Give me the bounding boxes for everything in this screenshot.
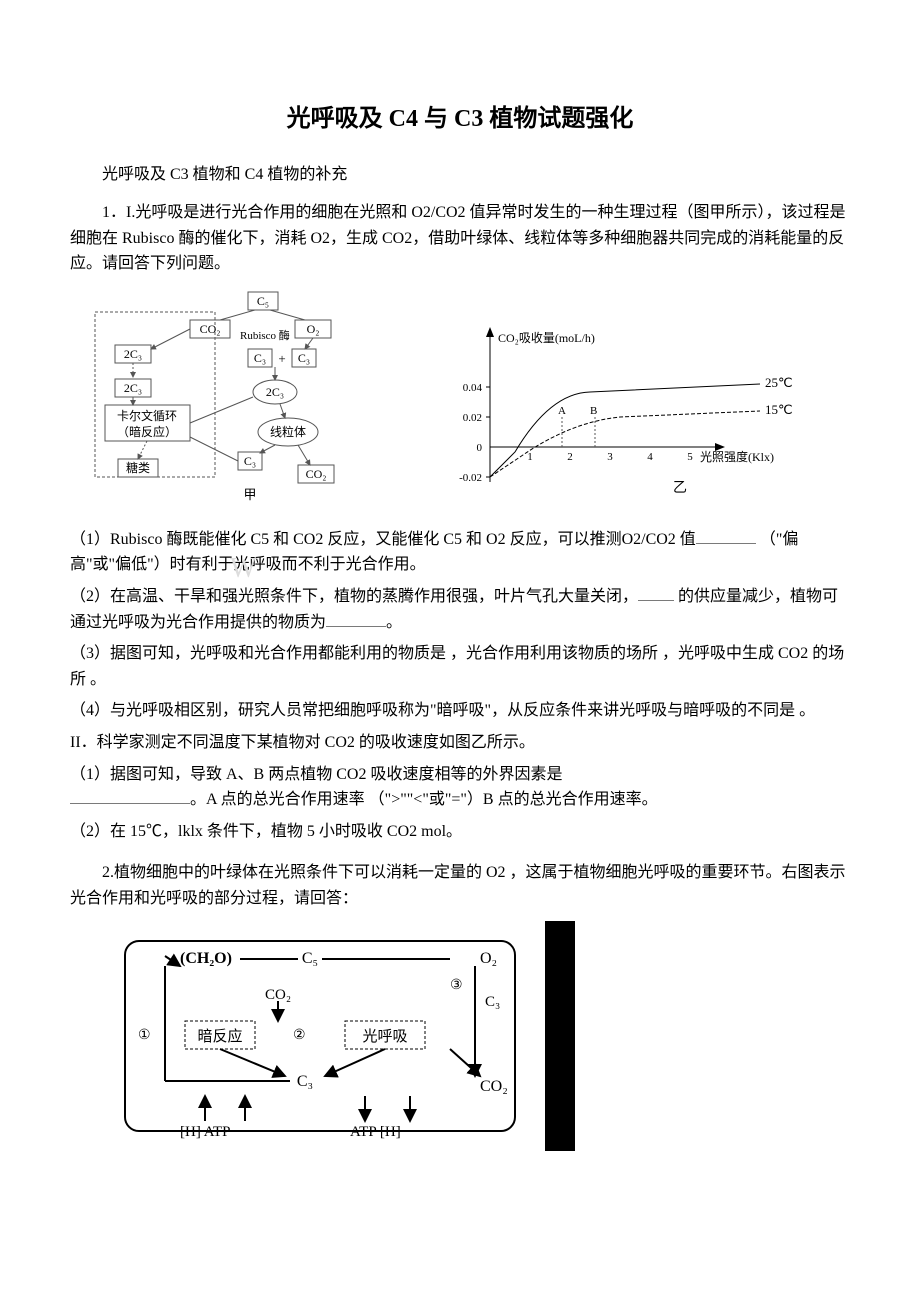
svg-text:-0.02: -0.02 [459, 472, 482, 484]
q1-II-1b: 。A 点的总光合作用速率 （">""<"或"="）B 点的总光合作用速率。 [190, 791, 658, 808]
jia-caption: 甲 [243, 487, 256, 502]
blank-2 [638, 585, 674, 601]
jia-co2: CO₂ [200, 322, 221, 336]
jia-c3-bot: C₃ [244, 454, 256, 468]
q2-num2: ② [293, 1028, 306, 1043]
yi-xlabel: 光照强度(Klx) [700, 449, 774, 464]
jia-calvin2: （暗反应） [117, 424, 177, 439]
jia-rubisco: Rubisco 酶 [240, 329, 290, 342]
q2-co2-top: CO₂ [265, 987, 291, 1003]
q2-c5: C₅ [302, 950, 318, 967]
q1-4: （4）与光呼吸相区别，研究人员常把细胞呼吸称为"暗呼吸"，从反应条件来讲光呼吸与… [70, 698, 850, 724]
q2-num1: ① [138, 1028, 151, 1043]
q2-dark: 暗反应 [197, 1027, 242, 1045]
q1-paragraph: 1．I.光呼吸是进行光合作用的细胞在光照和 O2/CO2 值异常时发生的一种生理… [70, 200, 850, 277]
svg-text:+: + [278, 351, 285, 366]
svg-text:1: 1 [527, 451, 533, 463]
figure-jia: C₅ CO₂ O₂ Rubisco 酶 2C₃ C₃ + C₃ [90, 287, 400, 507]
svg-text:2: 2 [567, 451, 573, 463]
yi-t25: 25℃ [765, 375, 793, 390]
q1-3: （3）据图可知，光呼吸和光合作用都能利用的物质是 ，光合作用利用该物质的场所 ，… [70, 641, 850, 692]
yi-point-b: B [590, 405, 597, 417]
yi-xticks: 1 2 3 4 5 [527, 451, 693, 463]
figure-q2: (CH₂O) C₅ O₂ ③ CO₂ C₃ 暗反应 光呼吸 ① [110, 921, 530, 1151]
svg-text:0: 0 [477, 442, 483, 454]
blank-1 [696, 528, 756, 544]
q2-ch2o: (CH₂O) [180, 950, 232, 967]
q2-num3: ③ [450, 978, 463, 993]
jia-2c3-oval: 2C₃ [266, 385, 284, 399]
q1-1-a: （1）Rubisco 酶既能催化 C5 和 CO2 反应，又能催化 C5 和 O… [70, 531, 696, 548]
q2-paragraph: 2.植物细胞中的叶绿体在光照条件下可以消耗一定量的 O2 ，这属于植物细胞光呼吸… [70, 860, 850, 911]
q2-hatp-l: [H] ATP [180, 1124, 230, 1140]
yi-yticks: -0.02 0 0.02 0.04 [459, 382, 490, 484]
jia-calvin1: 卡尔文循环 [117, 408, 177, 423]
svg-text:4: 4 [647, 451, 653, 463]
svg-text:0.04: 0.04 [463, 382, 483, 394]
q2-light: 光呼吸 [362, 1028, 407, 1045]
svg-text:0.02: 0.02 [463, 412, 482, 424]
figure-row-1: C₅ CO₂ O₂ Rubisco 酶 2C₃ C₃ + C₃ [90, 287, 850, 507]
svg-text:3: 3 [607, 451, 613, 463]
q2-hatp-r: ATP [H] [350, 1124, 401, 1140]
blank-3 [326, 611, 386, 627]
yi-caption: 乙 [673, 480, 687, 496]
q2-c3-bot: C₃ [297, 1073, 313, 1090]
q1-II-2: （2）在 15℃，lklx 条件下，植物 5 小时吸收 CO2 mol。 [70, 819, 850, 845]
q1-2-a: （2）在高温、干旱和强光照条件下，植物的蒸腾作用很强，叶片气孔大量关闭， [70, 588, 638, 605]
figure-q2-row: (CH₂O) C₅ O₂ ③ CO₂ C₃ 暗反应 光呼吸 ① [110, 921, 850, 1151]
q2-c3-r-top: C₃ [485, 994, 500, 1010]
q2-o2: O₂ [480, 950, 497, 967]
q1-II-1a: （1）据图可知，导致 A、B 两点植物 CO2 吸收速度相等的外界因素是 [70, 766, 562, 783]
yi-point-a: A [558, 405, 566, 417]
jia-xlt: 线粒体 [270, 424, 306, 439]
figure-yi: CO₂吸收量(moL/h) 光照强度(Klx) -0.02 0 0.02 0.0… [420, 307, 800, 507]
yi-t15: 15℃ [765, 402, 793, 417]
jia-o2: O₂ [307, 322, 320, 336]
figure-q2-sidebar [545, 921, 575, 1151]
jia-2c3-mid: 2C₃ [124, 381, 142, 395]
jia-c3r2: C₃ [298, 351, 310, 365]
jia-c5: C₅ [257, 294, 269, 308]
jia-co2-bot: CO₂ [306, 467, 327, 481]
q2-co2-bot: CO₂ [480, 1078, 508, 1095]
q1-2-c: 。 [386, 614, 402, 631]
page-title: 光呼吸及 C4 与 C3 植物试题强化 [70, 100, 850, 138]
q1-subquestions: W （1）Rubisco 酶既能催化 C5 和 CO2 反应，又能催化 C5 和… [70, 527, 850, 845]
yi-ylabel: CO₂吸收量(moL/h) [498, 331, 595, 345]
jia-sugar: 糖类 [126, 460, 150, 475]
intro-text: 光呼吸及 C3 植物和 C4 植物的补充 [70, 162, 850, 188]
jia-2c3-left: 2C₃ [124, 347, 142, 361]
q1-II-intro: II．科学家测定不同温度下某植物对 CO2 的吸收速度如图乙所示。 [70, 730, 850, 756]
blank-4 [70, 788, 190, 804]
svg-text:5: 5 [687, 451, 693, 463]
jia-c3r1: C₃ [254, 351, 266, 365]
